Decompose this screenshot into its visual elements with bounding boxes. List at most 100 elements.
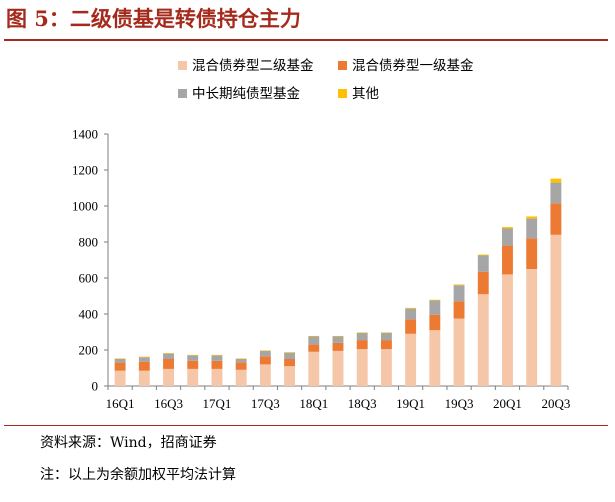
bar-18Q3-series-1 <box>356 340 368 350</box>
bar-18Q1-series-0 <box>308 351 320 386</box>
y-tick-label: 400 <box>79 307 99 322</box>
y-tick-label: 1200 <box>72 163 98 178</box>
bar-20Q1-series-2 <box>502 228 513 246</box>
bar-18Q2-series-3 <box>332 335 344 337</box>
bar-17Q1-series-0 <box>211 368 223 386</box>
bar-17Q1-series-1 <box>211 360 223 369</box>
bar-16Q4-series-3 <box>187 354 199 356</box>
source-note: 资料来源：Wind，招商证券 <box>40 435 217 451</box>
legend-swatch <box>338 61 347 70</box>
bar-18Q3-series-0 <box>356 349 368 386</box>
bar-17Q1-series-3 <box>211 354 223 356</box>
bar-17Q3-series-0 <box>259 364 271 386</box>
bar-18Q4-series-0 <box>380 349 392 386</box>
bar-16Q3-series-2 <box>163 353 174 359</box>
figure-title: 图 5：二级债基是转债持仓主力 <box>6 6 301 31</box>
legend-label: 混合债券型二级基金 <box>192 57 314 74</box>
bar-19Q2-series-0 <box>429 330 441 386</box>
bar-17Q2-series-2 <box>235 359 247 363</box>
bar-16Q4-series-1 <box>187 360 199 369</box>
bar-18Q2-series-0 <box>332 350 344 386</box>
bar-18Q4-series-2 <box>380 332 392 341</box>
bar-20Q3-series-2 <box>550 182 562 204</box>
bar-19Q2-series-3 <box>429 299 441 301</box>
bar-16Q3-series-1 <box>163 359 174 369</box>
legend-swatch <box>338 89 347 98</box>
bar-16Q1-series-1 <box>114 362 126 371</box>
x-tick-label: 17Q3 <box>251 396 280 411</box>
bar-17Q3-series-1 <box>259 356 271 365</box>
x-tick-label: 18Q3 <box>348 396 377 411</box>
bar-19Q1-series-3 <box>405 307 417 309</box>
bar-19Q2-series-1 <box>429 314 441 331</box>
bar-18Q2-series-1 <box>332 342 344 351</box>
bar-16Q4-series-0 <box>187 368 199 386</box>
bar-17Q2-series-1 <box>235 362 247 370</box>
legend-label: 混合债券型一级基金 <box>352 57 474 74</box>
bar-16Q2-series-2 <box>138 357 150 362</box>
bar-20Q2-series-2 <box>526 218 538 239</box>
y-tick-label: 1000 <box>72 199 98 214</box>
footnote: 注：以上为余额加权平均法计算 <box>40 467 236 483</box>
bar-17Q3-series-3 <box>259 350 271 351</box>
x-tick-label: 16Q3 <box>154 396 183 411</box>
bar-16Q2-series-1 <box>138 361 150 371</box>
title-rule <box>4 39 608 41</box>
bar-18Q3-series-3 <box>356 332 368 333</box>
x-tick-label: 19Q1 <box>396 396 425 411</box>
bar-16Q3-series-0 <box>163 368 174 386</box>
bar-19Q4-series-0 <box>477 294 489 386</box>
bar-17Q4-series-3 <box>284 352 296 353</box>
bar-17Q2-series-0 <box>235 369 247 386</box>
x-tick-label: 16Q1 <box>106 396 135 411</box>
bar-19Q3-series-0 <box>453 318 465 386</box>
y-tick-label: 800 <box>79 235 99 250</box>
legend-swatch <box>178 89 187 98</box>
legend-label: 其他 <box>352 86 379 102</box>
bar-19Q2-series-2 <box>429 300 441 315</box>
bar-19Q4-series-1 <box>477 271 489 295</box>
x-tick-label: 20Q1 <box>493 396 522 411</box>
bar-16Q2-series-0 <box>138 370 150 386</box>
bar-18Q2-series-2 <box>332 336 344 343</box>
bar-20Q3-series-3 <box>550 178 562 183</box>
bar-18Q1-series-1 <box>308 344 320 352</box>
footer-rule <box>4 425 608 426</box>
bar-16Q4-series-2 <box>187 355 199 361</box>
bar-19Q4-series-2 <box>477 255 489 272</box>
bar-17Q4-series-0 <box>284 366 296 386</box>
bar-18Q4-series-1 <box>380 340 392 350</box>
bar-20Q3-series-0 <box>550 234 562 386</box>
bar-19Q1-series-1 <box>405 319 417 334</box>
legend-swatch <box>178 61 187 70</box>
bar-16Q1-series-2 <box>114 359 126 363</box>
bar-17Q1-series-2 <box>211 355 223 361</box>
x-tick-label: 17Q1 <box>203 396 232 411</box>
bar-16Q3-series-3 <box>163 353 174 354</box>
bar-20Q2-series-1 <box>526 238 538 269</box>
y-tick-label: 200 <box>79 343 99 358</box>
legend-label: 中长期纯债型基金 <box>192 85 300 102</box>
bar-20Q3-series-1 <box>550 203 562 235</box>
bar-19Q3-series-3 <box>453 284 465 286</box>
bar-20Q1-series-0 <box>502 274 513 386</box>
bar-16Q1-series-3 <box>114 358 126 359</box>
bar-17Q3-series-2 <box>259 350 271 357</box>
bar-16Q1-series-0 <box>114 370 126 386</box>
bar-19Q3-series-1 <box>453 301 465 319</box>
bar-18Q3-series-2 <box>356 332 368 341</box>
chart-axes: 0 200 400 600 800 1000 1200 1400 16Q1 16Q3 17Q1 17Q… <box>72 127 570 412</box>
y-tick-label: 0 <box>92 379 99 394</box>
bar-18Q1-series-2 <box>308 336 320 345</box>
bar-19Q1-series-2 <box>405 308 417 320</box>
bar-18Q4-series-3 <box>380 332 392 333</box>
bar-19Q3-series-2 <box>453 285 465 302</box>
y-tick-label: 1400 <box>72 127 98 142</box>
x-tick-label: 20Q3 <box>541 396 570 411</box>
bar-20Q2-series-0 <box>526 269 538 386</box>
bar-17Q4-series-2 <box>284 352 296 359</box>
bar-20Q1-series-1 <box>502 245 513 275</box>
bar-17Q2-series-3 <box>235 358 247 359</box>
bar-17Q4-series-1 <box>284 359 296 367</box>
